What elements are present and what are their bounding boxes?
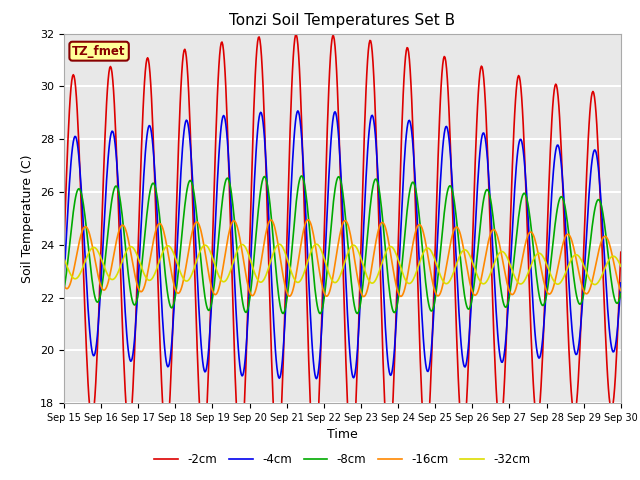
-2cm	[311, 452, 319, 458]
-32cm	[127, 244, 135, 250]
-4cm	[184, 120, 192, 126]
-16cm	[304, 217, 312, 223]
-4cm	[617, 280, 625, 286]
-2cm	[70, 73, 78, 79]
Text: TZ_fmet: TZ_fmet	[72, 45, 126, 58]
Legend: -2cm, -4cm, -8cm, -16cm, -32cm: -2cm, -4cm, -8cm, -16cm, -32cm	[150, 449, 535, 471]
-2cm	[214, 94, 221, 100]
-4cm	[70, 135, 78, 141]
-16cm	[428, 276, 436, 281]
-2cm	[428, 349, 436, 355]
-4cm	[412, 185, 419, 191]
-8cm	[127, 294, 135, 300]
-2cm	[617, 249, 625, 255]
-2cm	[184, 75, 192, 81]
-16cm	[360, 294, 367, 300]
-32cm	[184, 278, 192, 284]
-4cm	[60, 275, 68, 281]
-8cm	[184, 182, 192, 188]
-32cm	[428, 248, 435, 254]
-8cm	[298, 173, 305, 179]
-8cm	[317, 311, 324, 316]
Y-axis label: Soil Temperature (C): Soil Temperature (C)	[22, 154, 35, 283]
-32cm	[60, 256, 68, 262]
-32cm	[214, 269, 221, 275]
-8cm	[70, 204, 78, 209]
Line: -32cm: -32cm	[64, 244, 621, 285]
Line: -16cm: -16cm	[64, 220, 621, 297]
-8cm	[428, 308, 436, 314]
Line: -2cm: -2cm	[64, 35, 621, 455]
-8cm	[60, 287, 68, 292]
-32cm	[70, 276, 78, 281]
-16cm	[617, 288, 625, 294]
-2cm	[60, 242, 68, 248]
-32cm	[591, 282, 598, 288]
Line: -4cm: -4cm	[64, 111, 621, 379]
-4cm	[214, 180, 221, 185]
X-axis label: Time: Time	[327, 429, 358, 442]
-16cm	[214, 289, 221, 295]
-16cm	[184, 252, 192, 258]
-8cm	[617, 291, 625, 297]
-2cm	[412, 209, 419, 215]
Line: -8cm: -8cm	[64, 176, 621, 313]
-16cm	[412, 229, 419, 235]
-8cm	[214, 250, 221, 256]
-2cm	[292, 32, 300, 37]
-32cm	[617, 264, 625, 269]
-4cm	[294, 108, 301, 114]
-32cm	[411, 273, 419, 279]
Title: Tonzi Soil Temperatures Set B: Tonzi Soil Temperatures Set B	[229, 13, 456, 28]
-4cm	[127, 358, 135, 364]
-4cm	[312, 376, 320, 382]
-16cm	[70, 265, 78, 271]
-16cm	[60, 282, 68, 288]
-2cm	[127, 410, 135, 416]
-16cm	[127, 253, 135, 259]
-8cm	[412, 186, 419, 192]
-4cm	[428, 340, 436, 346]
-32cm	[312, 241, 320, 247]
